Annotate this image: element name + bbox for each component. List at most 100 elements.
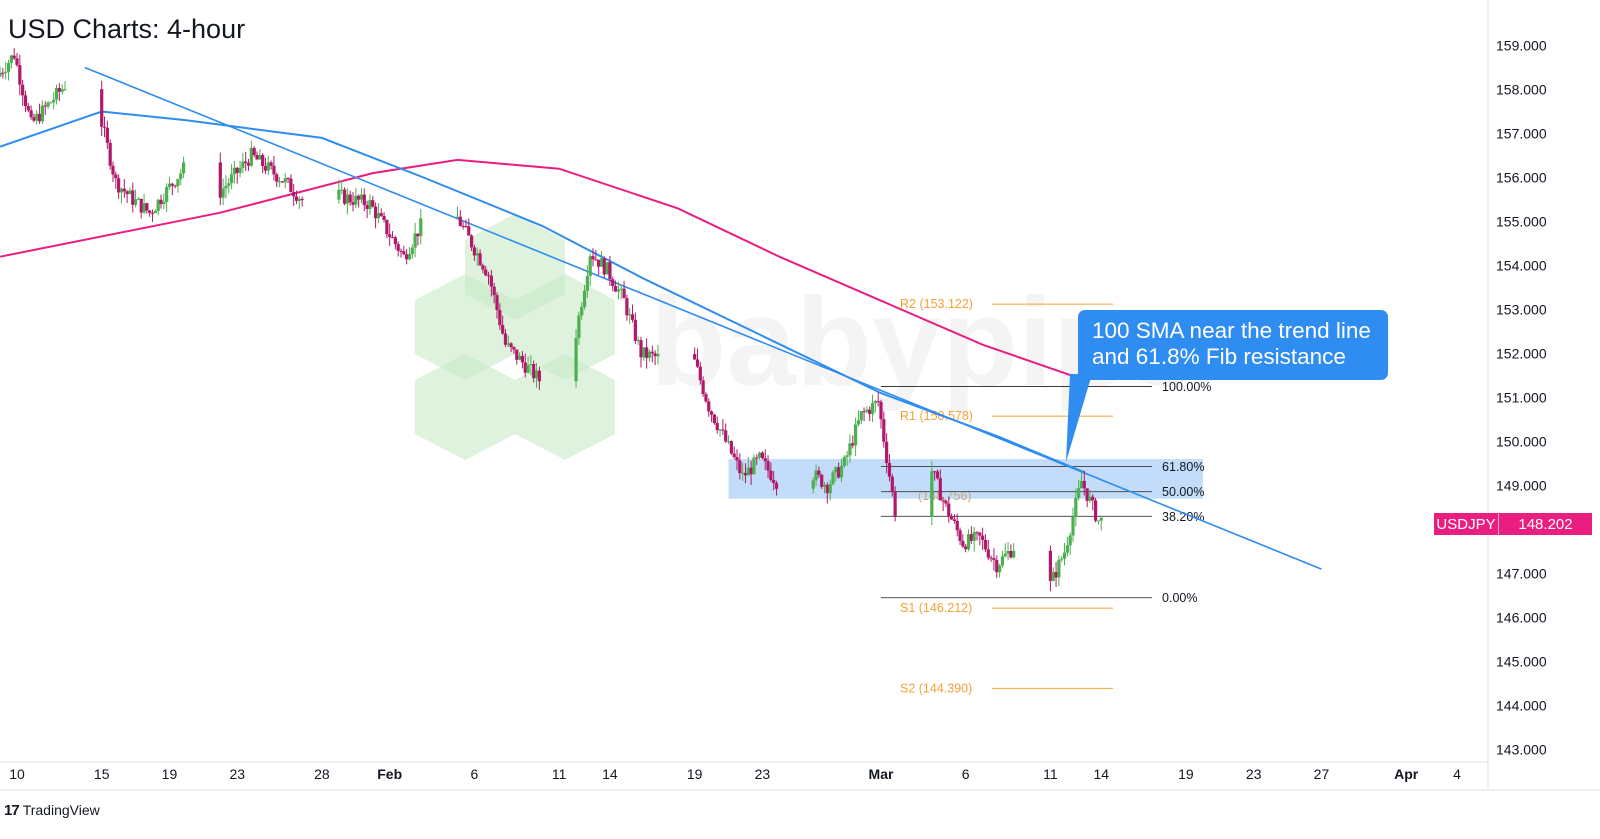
candle-body [577, 315, 581, 339]
y-tick-label: 147.000 [1496, 566, 1547, 582]
candle-body [930, 471, 934, 517]
candle-body [992, 558, 996, 561]
candle-body [272, 165, 276, 175]
candle-body [582, 290, 587, 307]
candle-body [167, 183, 172, 188]
candle-body [941, 500, 945, 502]
candle-body [890, 476, 894, 492]
x-tick-label: 6 [471, 766, 479, 782]
candle-body [249, 147, 253, 166]
candle-body [37, 113, 42, 122]
candle-body [159, 199, 163, 205]
y-tick-label: 152.000 [1496, 346, 1547, 362]
price-tag-symbol: USDJPY [1434, 513, 1499, 535]
candle-body [851, 443, 855, 446]
candle-body [848, 443, 852, 456]
candle-body [416, 233, 420, 237]
candle-body [1003, 553, 1007, 557]
candle-body [1068, 535, 1072, 546]
candle-body [1071, 516, 1075, 536]
candle-body [43, 105, 47, 107]
candle-body [944, 500, 948, 504]
candle-body [515, 349, 519, 360]
candle-body [492, 286, 496, 296]
y-tick-label: 153.000 [1496, 302, 1547, 318]
candle-body [828, 484, 832, 494]
candle-body [337, 189, 341, 200]
candle-body [385, 219, 389, 235]
tradingview-mark-icon: 17 [4, 801, 20, 819]
candle-body [1054, 572, 1058, 578]
x-tick-label: 15 [94, 766, 110, 782]
candle-body [642, 347, 646, 358]
candle-body [1, 72, 5, 74]
candle-body [32, 117, 36, 121]
candle-body [712, 414, 717, 424]
candle-body [484, 269, 488, 276]
candle-body [472, 247, 477, 256]
candle-body [887, 463, 892, 477]
candle-body [814, 470, 818, 481]
candle-body [774, 483, 779, 489]
candle-body [117, 178, 121, 193]
candle-body [650, 351, 654, 354]
candle-body [173, 185, 177, 187]
candle-body [1000, 556, 1005, 566]
candle-body [501, 324, 505, 334]
candle-body [1009, 550, 1013, 558]
tradingview-logo[interactable]: 17 TradingView [4, 800, 100, 820]
candle-body [261, 155, 265, 167]
candle-body [283, 178, 287, 183]
candle-body [757, 452, 762, 458]
x-tick-label: 4 [1453, 766, 1461, 782]
candle-body [526, 365, 530, 373]
candle-body [399, 250, 403, 252]
candle-body [258, 155, 262, 160]
y-tick-label: 150.000 [1496, 434, 1547, 450]
candle-body [15, 58, 19, 66]
candle-body [981, 535, 985, 540]
candle-body [935, 471, 940, 479]
candle-body [876, 401, 880, 403]
candle-body [244, 161, 248, 163]
candle-body [150, 212, 155, 214]
candle-body [165, 187, 169, 202]
watermark-cube-3 [415, 354, 515, 460]
candle-body [608, 262, 612, 280]
candle-body [534, 370, 539, 379]
candle-body [625, 298, 629, 316]
candle-body [464, 226, 468, 228]
candle-body [128, 190, 132, 195]
candle-body [715, 423, 719, 431]
candle-body [6, 63, 11, 72]
candle-body [749, 467, 753, 475]
chart-title: USD Charts: 4-hour [8, 14, 246, 44]
candle-body [611, 279, 615, 287]
candle-body [613, 286, 618, 292]
candle-body [636, 340, 640, 342]
candle-body [365, 204, 369, 209]
candle-body [359, 194, 364, 200]
candle-body [969, 534, 973, 541]
candle-body [348, 194, 352, 203]
candle-body [517, 355, 522, 360]
candle-body [125, 191, 129, 195]
candle-body [986, 549, 990, 558]
y-tick-label: 158.000 [1496, 82, 1547, 98]
candle-body [602, 258, 606, 275]
candle-body [26, 106, 30, 111]
candle-body [232, 167, 237, 175]
y-tick-label: 145.000 [1496, 654, 1547, 670]
x-tick-label: Feb [377, 766, 402, 782]
candle-body [63, 89, 67, 91]
candle-body [1062, 552, 1067, 559]
x-tick-label: 19 [162, 766, 178, 782]
candle-body [407, 254, 412, 260]
candle-body [1091, 496, 1095, 501]
candle-body [1099, 517, 1103, 521]
candle-body [701, 380, 705, 395]
candle-body [772, 479, 776, 484]
candle-body [255, 154, 259, 160]
candle-body [639, 340, 643, 358]
